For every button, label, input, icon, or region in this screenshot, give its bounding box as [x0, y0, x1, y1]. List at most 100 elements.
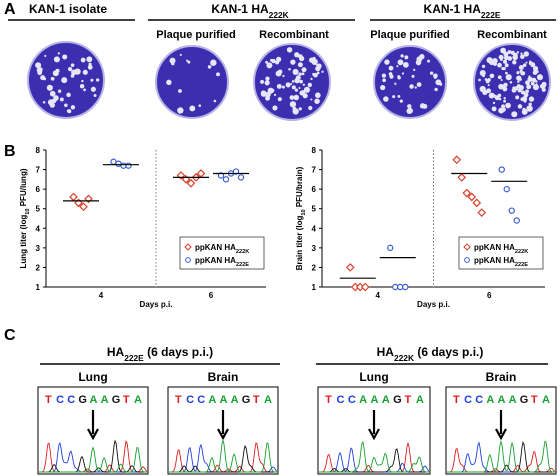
condition-label-part: Recombinant [477, 29, 547, 41]
trace [447, 439, 555, 473]
legend-label-part: 222K [236, 249, 249, 255]
plaque [186, 59, 189, 62]
plaque [413, 68, 416, 72]
data-point [232, 168, 240, 175]
plaque [503, 55, 509, 61]
plaque [527, 76, 533, 82]
plaque [53, 95, 59, 101]
base-letter: G [78, 394, 87, 406]
base-letter: A [359, 394, 367, 406]
plaque [516, 71, 520, 75]
tissue-label: Lung [359, 370, 388, 384]
plaque [406, 108, 413, 115]
plaque [40, 75, 46, 81]
panel-label-part: C [4, 327, 16, 344]
data-point [84, 194, 93, 204]
plaque [504, 63, 509, 68]
plaque [523, 92, 529, 98]
plaque [518, 64, 524, 70]
data-point [472, 198, 482, 208]
plaque [93, 93, 97, 97]
plaque [277, 97, 282, 102]
plaque [523, 51, 529, 57]
plaque [301, 67, 307, 73]
plaque [303, 86, 311, 93]
data-point [217, 172, 225, 179]
data-point [186, 178, 196, 188]
plaque [79, 83, 85, 89]
data-point [462, 188, 472, 198]
group-title: HA222E (6 days p.i.) [107, 345, 213, 363]
plaque [82, 69, 88, 75]
plaque [281, 85, 285, 89]
base-letter: A [101, 394, 109, 406]
plaque [384, 59, 390, 65]
group-title-part: 222K [269, 10, 289, 20]
plaque [260, 90, 266, 96]
group-title-part: KAN-1 isolate [29, 2, 107, 16]
plaque [530, 81, 535, 86]
group-title-part: KAN-1 HA [211, 2, 269, 16]
panel-label-part: A [4, 1, 16, 18]
plaque [62, 54, 68, 60]
base-letter: A [134, 394, 142, 406]
base-letter: G [520, 394, 529, 406]
legend-marker [184, 243, 192, 251]
legend-marker [464, 257, 470, 263]
plaque [507, 50, 512, 54]
data-point [345, 263, 355, 272]
plaque [179, 53, 182, 56]
plaque [529, 60, 532, 64]
base-letter: A [382, 394, 390, 406]
plaque [518, 85, 524, 91]
y-tick-label: 5 [312, 205, 317, 214]
legend-label-part: 222K [515, 249, 528, 255]
plaque [57, 52, 60, 55]
base-letter: C [186, 394, 194, 406]
legend-label-part: ppKAN HA [195, 243, 236, 252]
data-point [69, 192, 78, 202]
base-letter: T [253, 394, 260, 406]
data-point [222, 176, 230, 183]
plaque [394, 82, 397, 85]
group-title-part: KAN-1 HA [424, 2, 482, 16]
plaque [492, 58, 498, 64]
plaque [315, 65, 321, 72]
plaque [397, 59, 404, 66]
plaque [189, 105, 196, 112]
plaque [382, 78, 386, 83]
plaque [90, 78, 94, 82]
plaque [299, 79, 303, 84]
plaque [265, 60, 269, 64]
base-letter: A [486, 394, 494, 406]
y-axis-label-part: PFU/brain) [295, 166, 304, 209]
plaque [388, 72, 393, 76]
condition-label: Plaque purified [370, 29, 449, 41]
plaque-dish [373, 45, 447, 119]
trace [169, 438, 277, 473]
base-letter: T [531, 394, 538, 406]
base-letter: C [464, 394, 472, 406]
plaque [532, 84, 540, 91]
plaque [509, 80, 513, 84]
base-letter: T [453, 394, 460, 406]
plaque [525, 80, 530, 86]
plaque [46, 84, 53, 91]
plaque [80, 57, 86, 63]
plaque [289, 101, 297, 108]
data-point [503, 185, 510, 193]
y-axis-label-part: Lung titer (log [19, 215, 28, 269]
plaque [397, 94, 401, 98]
plaque [64, 103, 68, 108]
plaque [316, 63, 320, 67]
y-tick-label: 3 [36, 244, 41, 253]
plaque [505, 74, 512, 81]
base-letter: T [175, 394, 182, 406]
arrow-head [368, 428, 380, 441]
y-tick-label: 6 [312, 185, 317, 194]
plaque [50, 76, 55, 81]
base-letter: A [264, 394, 272, 406]
plaque [488, 92, 495, 99]
